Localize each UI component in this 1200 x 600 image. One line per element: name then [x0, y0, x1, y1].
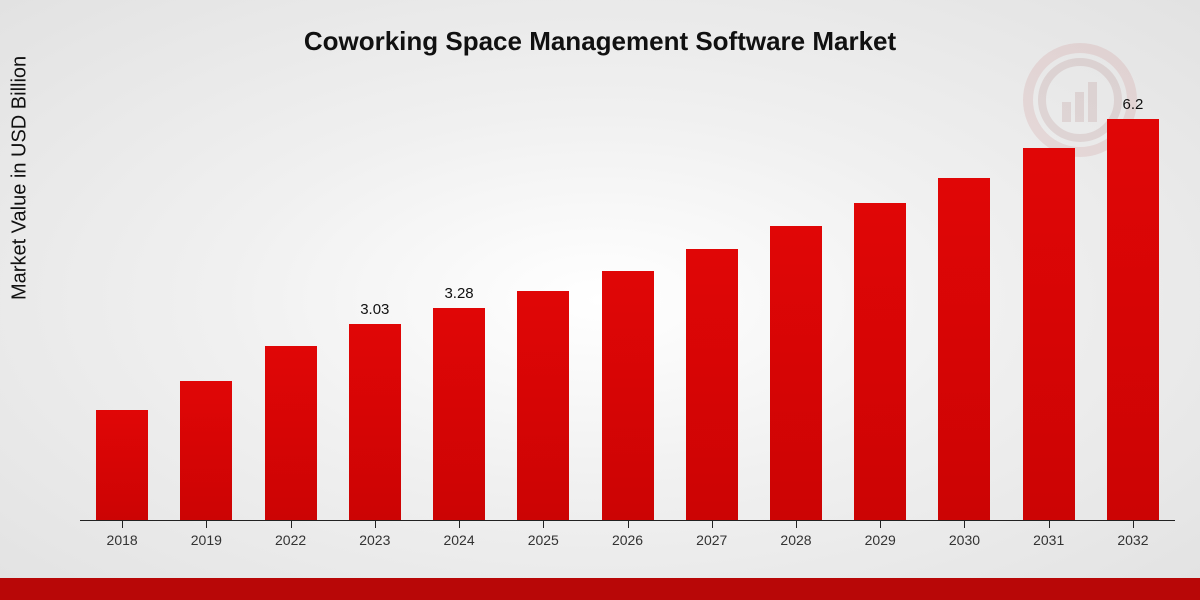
x-tick-label: 2028 [754, 532, 838, 548]
bar [602, 271, 654, 520]
x-tick-label: 2032 [1091, 532, 1175, 548]
x-tick [543, 520, 544, 528]
bar-slot [670, 100, 754, 520]
bar-slot [80, 100, 164, 520]
x-tick-label: 2029 [838, 532, 922, 548]
bar-slot [585, 100, 669, 520]
x-tick-label: 2027 [670, 532, 754, 548]
bar-value-label: 3.28 [444, 285, 473, 308]
x-axis-labels: 2018201920222023202420252026202720282029… [80, 532, 1175, 548]
x-tick-label: 2019 [164, 532, 248, 548]
bar [854, 203, 906, 520]
bar-slot [248, 100, 332, 520]
bar-slot [1007, 100, 1091, 520]
bar-slot [164, 100, 248, 520]
x-tick-label: 2031 [1007, 532, 1091, 548]
bar-slot [922, 100, 1006, 520]
x-tick [291, 520, 292, 528]
x-tick [459, 520, 460, 528]
bar-value-label: 6.2 [1122, 96, 1143, 119]
x-tick [796, 520, 797, 528]
x-tick-label: 2024 [417, 532, 501, 548]
bar [938, 178, 990, 520]
x-tick-label: 2025 [501, 532, 585, 548]
x-axis-ticks [80, 520, 1175, 528]
bar [686, 249, 738, 520]
x-tick [122, 520, 123, 528]
bar [1023, 148, 1075, 520]
x-tick [880, 520, 881, 528]
x-tick-label: 2023 [333, 532, 417, 548]
x-tick [628, 520, 629, 528]
y-axis-label: Market Value in USD Billion [9, 56, 32, 300]
bar-slot [838, 100, 922, 520]
x-tick-label: 2026 [585, 532, 669, 548]
x-tick [712, 520, 713, 528]
bar [1107, 119, 1159, 520]
x-tick-label: 2018 [80, 532, 164, 548]
bar-value-label: 3.03 [360, 301, 389, 324]
bar [433, 308, 485, 520]
bar-slot: 3.03 [333, 100, 417, 520]
bar-slot: 6.2 [1091, 100, 1175, 520]
bar-slot [501, 100, 585, 520]
x-tick [375, 520, 376, 528]
bottom-red-band [0, 578, 1200, 600]
bars-container: 3.03 3.28 6.2 [80, 100, 1175, 520]
bar-slot [754, 100, 838, 520]
bar-slot: 3.28 [417, 100, 501, 520]
x-tick [964, 520, 965, 528]
bar [349, 324, 401, 520]
chart-plot-area: 3.03 3.28 6.2 [80, 100, 1175, 520]
bar [517, 291, 569, 520]
bar [770, 226, 822, 520]
x-tick-label: 2022 [248, 532, 332, 548]
x-tick [206, 520, 207, 528]
bar [180, 381, 232, 520]
x-tick [1049, 520, 1050, 528]
x-tick-label: 2030 [922, 532, 1006, 548]
bar [96, 410, 148, 520]
x-tick [1133, 520, 1134, 528]
bar [265, 346, 317, 520]
